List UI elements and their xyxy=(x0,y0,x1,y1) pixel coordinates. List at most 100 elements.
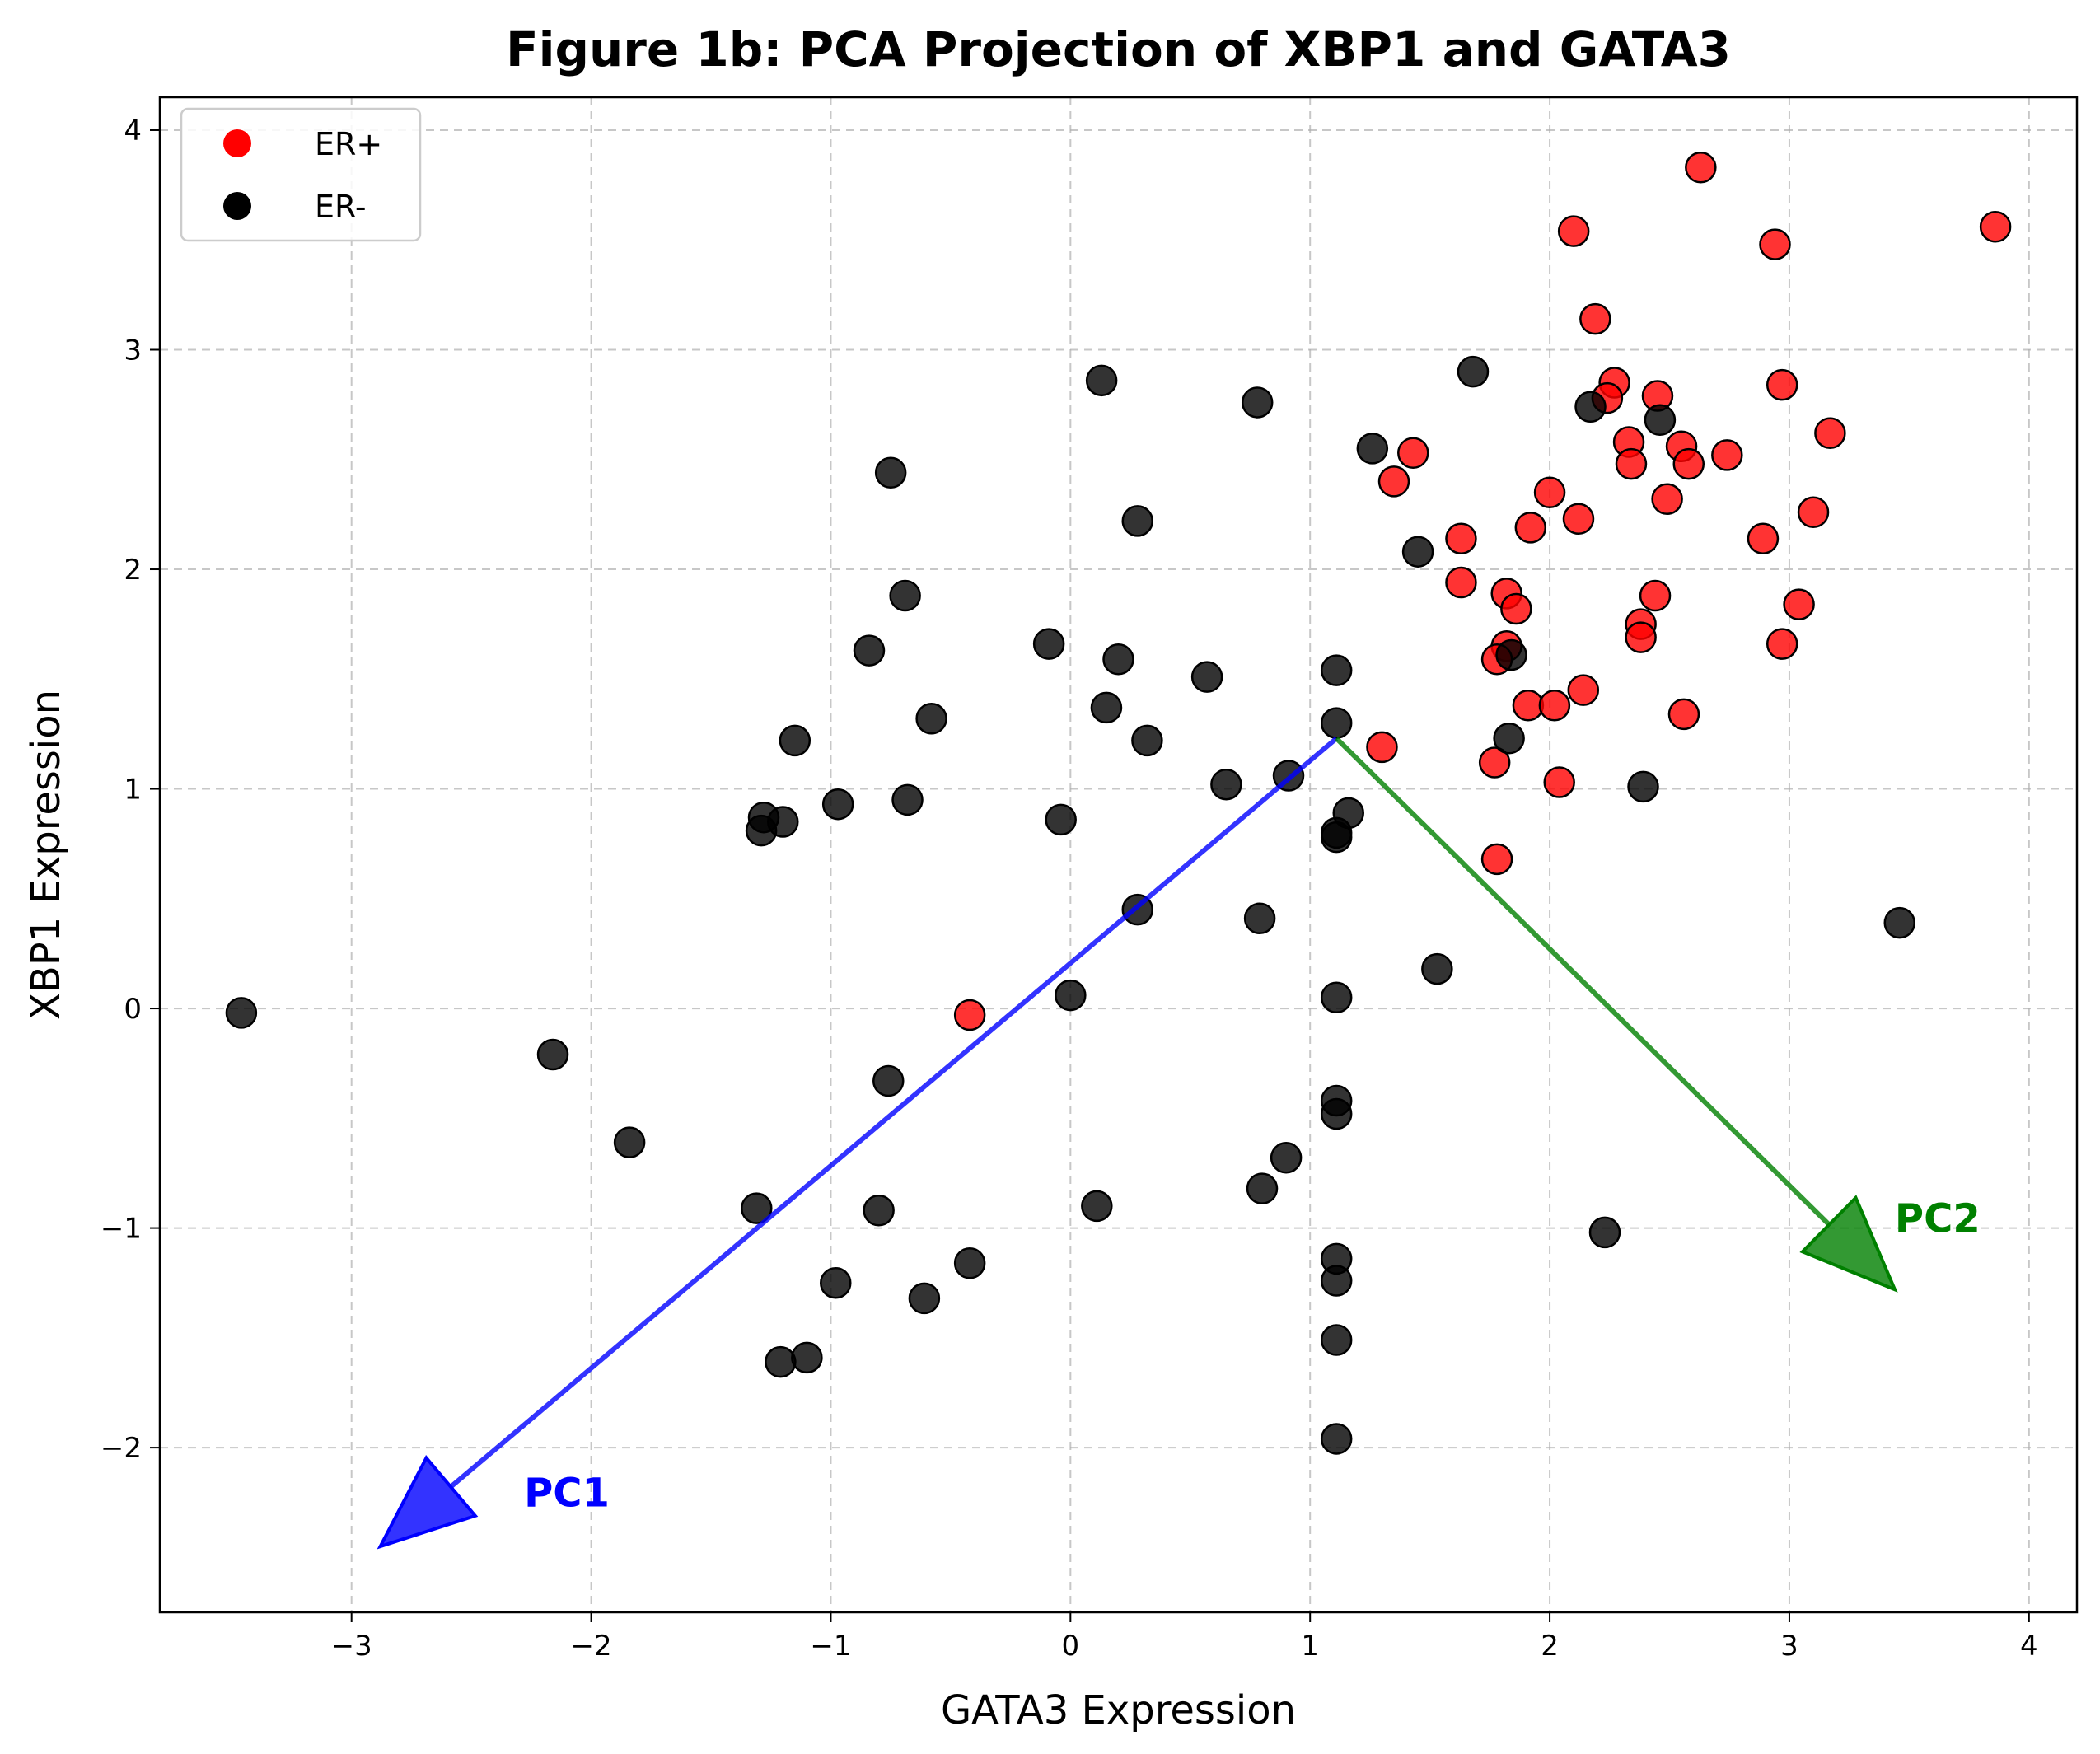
y-tick-label: 3 xyxy=(124,334,142,367)
data-point xyxy=(1377,465,1410,498)
pc2-label: PC2 xyxy=(1895,1195,1981,1242)
data-point xyxy=(1332,797,1364,830)
data-point xyxy=(536,1038,569,1071)
data-point xyxy=(872,1064,905,1097)
y-tick-label: 1 xyxy=(124,774,142,807)
axes: −3 −2 −1 0 1 2 3 4 −2 −1 0 1 2 3 4 xyxy=(101,115,2038,1663)
data-point xyxy=(1457,355,1490,388)
data-point xyxy=(1538,690,1571,722)
data-point xyxy=(1557,215,1590,247)
data-point xyxy=(1102,643,1134,676)
data-point xyxy=(1401,536,1434,568)
data-point xyxy=(1055,979,1087,1012)
data-point xyxy=(953,1247,986,1279)
series-er xyxy=(225,355,1916,1455)
y-axis-label: XBP1 Expression xyxy=(23,690,69,1020)
data-point xyxy=(1081,1190,1113,1223)
legend-box xyxy=(180,107,422,242)
x-tick-label: −3 xyxy=(331,1630,372,1663)
x-tick-label: 4 xyxy=(2020,1630,2038,1663)
pc2-vector: PC2 xyxy=(1335,737,1981,1293)
data-point xyxy=(1320,1423,1353,1455)
y-tick-label: −1 xyxy=(101,1213,142,1246)
data-point xyxy=(1493,722,1525,755)
data-point xyxy=(1567,674,1600,706)
data-point xyxy=(891,783,924,816)
pc1-vector: PC1 xyxy=(377,736,1339,1550)
data-point xyxy=(1445,566,1477,599)
data-point xyxy=(1131,724,1163,757)
data-point xyxy=(853,634,886,667)
data-point xyxy=(1667,698,1700,731)
data-point xyxy=(1190,661,1223,693)
data-point xyxy=(1814,417,1846,450)
data-point xyxy=(1979,210,2012,243)
data-point xyxy=(1045,803,1077,836)
data-point xyxy=(1320,1265,1353,1297)
data-point xyxy=(767,806,799,838)
pc1-shaft xyxy=(449,736,1339,1490)
data-point xyxy=(1588,1216,1621,1249)
data-point xyxy=(1090,691,1123,724)
legend-marker xyxy=(223,192,251,220)
data-point xyxy=(1243,902,1276,935)
y-tick-label: 2 xyxy=(124,554,142,587)
data-point xyxy=(1032,628,1065,660)
data-point xyxy=(1783,588,1815,620)
data-point xyxy=(1397,437,1429,470)
data-point xyxy=(1445,522,1477,554)
data-point xyxy=(1270,1142,1303,1174)
data-point xyxy=(1320,654,1353,686)
data-point xyxy=(1320,1324,1353,1356)
data-point xyxy=(1711,439,1743,471)
y-tick-label: 0 xyxy=(124,993,142,1026)
data-point xyxy=(1356,433,1389,465)
data-point xyxy=(1495,638,1527,671)
x-tick-label: −1 xyxy=(810,1630,851,1663)
data-point xyxy=(1747,522,1780,554)
data-point xyxy=(1644,404,1677,437)
data-point xyxy=(1574,391,1607,423)
legend: ER+ ER- xyxy=(180,107,422,242)
data-point xyxy=(1651,483,1683,515)
data-point xyxy=(1514,512,1547,544)
legend-marker xyxy=(223,129,251,157)
x-tick-label: 3 xyxy=(1780,1630,1798,1663)
data-point xyxy=(1759,228,1791,260)
data-point xyxy=(1533,476,1566,508)
data-point xyxy=(1480,843,1513,876)
pc-vectors: PC1 PC2 xyxy=(377,736,1981,1550)
data-point xyxy=(1421,952,1453,985)
data-point xyxy=(1085,364,1118,397)
data-point xyxy=(1672,447,1705,480)
data-point xyxy=(1121,505,1154,537)
data-point xyxy=(1685,152,1717,184)
legend-entry: ER- xyxy=(315,189,367,225)
data-point xyxy=(1639,579,1672,612)
data-point xyxy=(613,1126,646,1158)
data-point xyxy=(1627,770,1659,803)
data-point xyxy=(1500,592,1532,625)
data-point xyxy=(1766,368,1798,401)
data-point xyxy=(1579,302,1611,335)
data-point xyxy=(1883,906,1916,939)
data-point xyxy=(889,579,921,612)
y-tick-label: 4 xyxy=(124,115,142,147)
data-point xyxy=(1320,981,1353,1013)
data-point xyxy=(1766,628,1798,660)
data-point xyxy=(1210,768,1242,801)
data-point xyxy=(953,999,986,1031)
scatter-points xyxy=(225,152,2012,1455)
data-point xyxy=(741,1192,773,1224)
pc2-arrowhead xyxy=(1799,1195,1898,1293)
data-point xyxy=(1562,503,1595,535)
data-point xyxy=(1478,746,1511,779)
x-tick-label: 2 xyxy=(1541,1630,1559,1663)
data-point xyxy=(1366,731,1398,764)
data-point xyxy=(908,1282,941,1315)
series-er xyxy=(953,152,2012,1031)
plot-frame xyxy=(158,96,2079,1614)
y-tick-label: −2 xyxy=(101,1432,142,1465)
data-point xyxy=(225,997,258,1029)
